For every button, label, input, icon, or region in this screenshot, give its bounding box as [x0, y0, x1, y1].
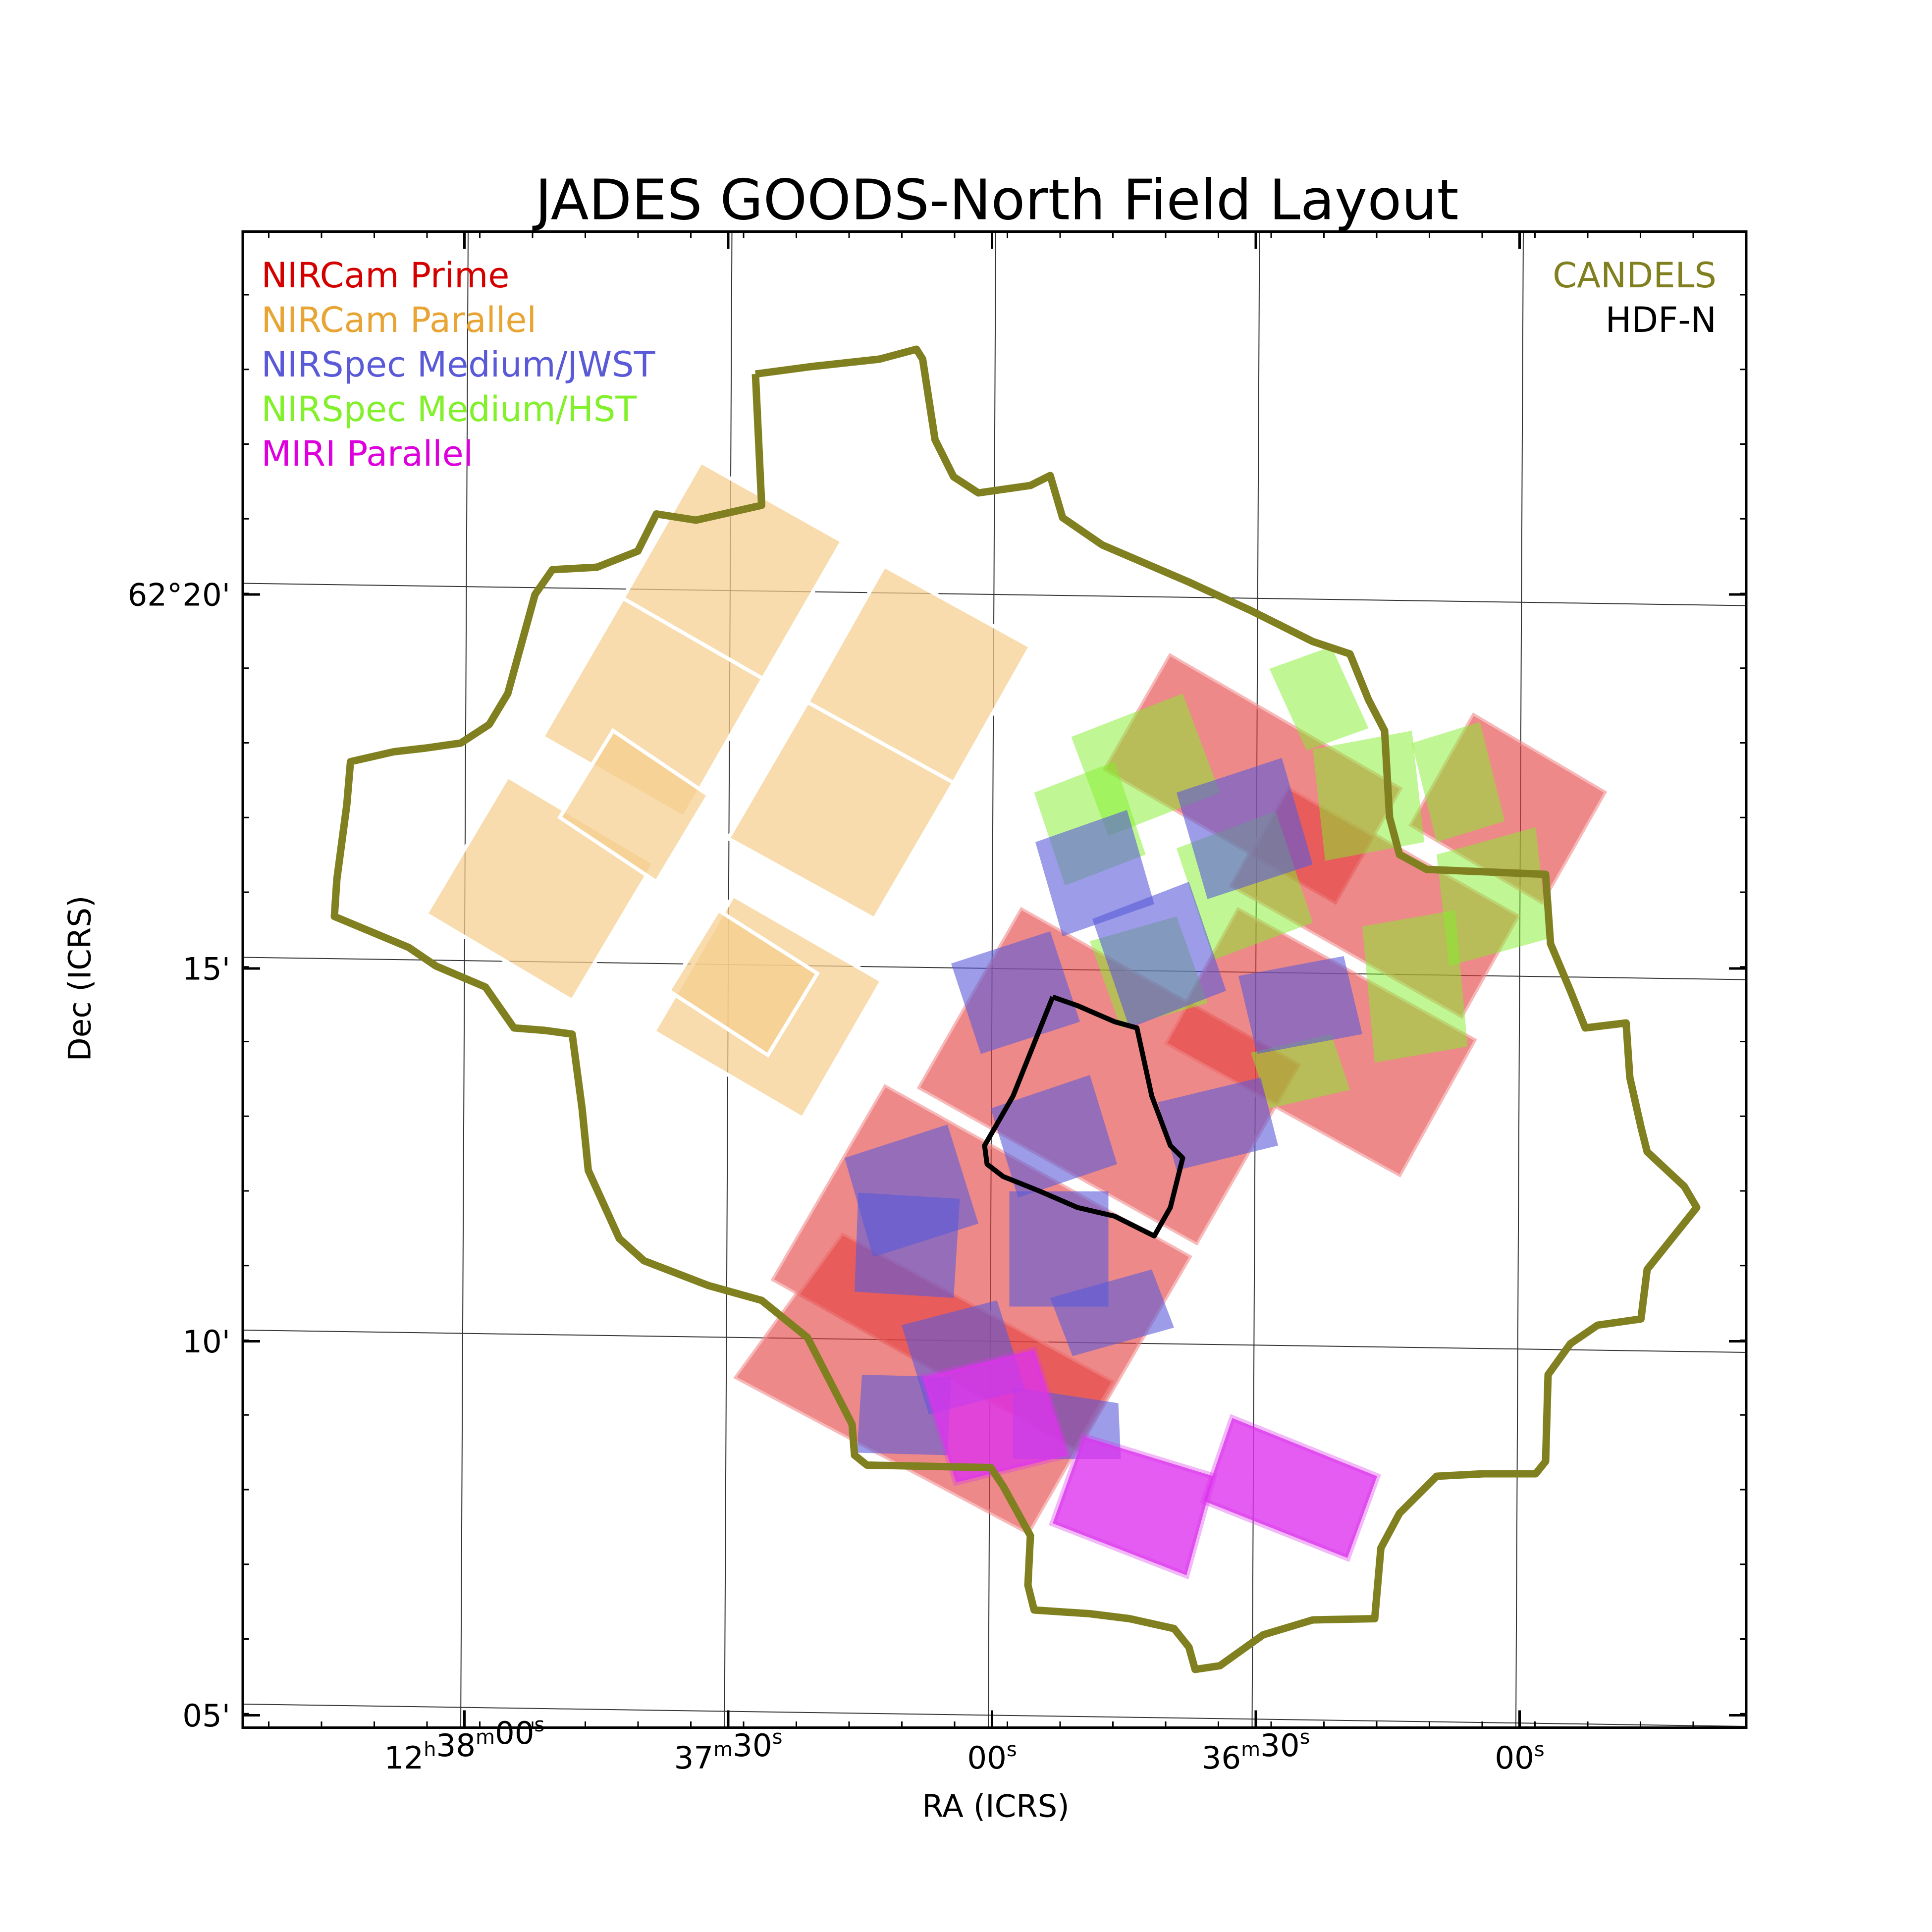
- candels-outline: [330, 345, 1701, 1673]
- grid-line-dec-3: [243, 1704, 1746, 1727]
- nirspec-jwst-footprint: [951, 931, 1080, 1054]
- nircam-parallel-footprint: [557, 728, 711, 885]
- x-tick-label: 37m30s: [674, 1726, 783, 1776]
- y-tick-label: 05': [182, 1698, 230, 1734]
- miri-parallel-footprint: [1049, 1433, 1218, 1580]
- nirspec-hst-footprint: [1412, 722, 1505, 842]
- x-tick-value: 38: [436, 1727, 476, 1764]
- x-tick-unit: s: [1534, 1738, 1545, 1761]
- y-tick-label: 15': [182, 951, 230, 987]
- nirspec-hst-footprint: [1362, 910, 1468, 1063]
- legend-right-entry: HDF-N: [1606, 300, 1717, 340]
- x-tick-unit: s: [772, 1726, 783, 1749]
- legend-left-entry: NIRCam Parallel: [262, 300, 537, 340]
- hdfn-outline: [982, 994, 1185, 1238]
- nirspec-jwst-footprint: [1092, 882, 1226, 1028]
- x-tick-value: 00: [1495, 1740, 1534, 1776]
- nirspec-jwst-footprint: [855, 1192, 960, 1298]
- nirspec-jwst-footprint: [857, 1375, 951, 1455]
- x-tick-value: 30: [733, 1727, 772, 1764]
- nirspec-jwst-footprint: [1238, 956, 1362, 1054]
- x-tick-value: 00: [495, 1715, 535, 1751]
- nirspec-hst-footprint: [1269, 646, 1369, 751]
- legend-left-entry: NIRSpec Medium/JWST: [262, 344, 655, 385]
- nircam-parallel-footprint: [725, 699, 957, 922]
- x-tick-label: 00s: [967, 1738, 1017, 1776]
- nirspec-jwst-footprint: [1177, 758, 1313, 899]
- x-tick-value: 36: [1202, 1740, 1241, 1776]
- x-tick-value: 37: [674, 1740, 714, 1776]
- nirspec-jwst-footprint: [991, 1075, 1117, 1198]
- x-tick-unit: s: [1300, 1726, 1310, 1749]
- x-tick-value: 12: [384, 1740, 424, 1776]
- legend-left-entry: MIRI Parallel: [262, 433, 474, 474]
- legend-right-entry: CANDELS: [1553, 255, 1717, 296]
- x-tick-unit: m: [713, 1738, 733, 1761]
- x-tick-label: 12h38m00s: [384, 1714, 545, 1776]
- legend-left-entry: NIRSpec Medium/HST: [262, 389, 637, 429]
- y-tick-label: 10': [182, 1324, 230, 1360]
- x-tick-unit: h: [424, 1738, 436, 1761]
- grid-line-dec-0: [243, 583, 1746, 606]
- miri-parallel-footprint: [918, 1346, 1072, 1486]
- x-tick-label: 36m30s: [1202, 1726, 1310, 1776]
- nirspec-hst-footprint: [1251, 1034, 1350, 1109]
- chart-title: JADES GOODS-North Field Layout: [532, 168, 1458, 233]
- x-tick-value: 00: [967, 1740, 1007, 1776]
- y-axis-label: Dec (ICRS): [62, 896, 98, 1062]
- plot-frame: [241, 230, 1748, 1729]
- x-tick-unit: m: [1241, 1738, 1260, 1761]
- plot-content: [243, 231, 1746, 1728]
- x-tick-value: 30: [1260, 1727, 1300, 1764]
- nirspec-jwst-footprint: [1158, 1077, 1278, 1171]
- grid-line-ra-4: [1515, 231, 1524, 1728]
- nirspec-jwst-footprint: [1050, 1269, 1174, 1356]
- x-tick-unit: m: [476, 1726, 495, 1749]
- x-tick-label: 00s: [1495, 1738, 1544, 1776]
- nirspec-jwst-footprint: [1035, 810, 1154, 936]
- x-axis-label: RA (ICRS): [922, 1788, 1069, 1825]
- y-tick-label: 62°20': [128, 577, 231, 613]
- nirspec-hst-footprint: [1437, 827, 1548, 966]
- nirspec-jwst-footprint: [1009, 1191, 1109, 1307]
- x-tick-unit: s: [535, 1714, 545, 1736]
- nircam-parallel-footprint: [666, 908, 820, 1058]
- x-tick-unit: s: [1007, 1738, 1017, 1761]
- legend-left-entry: NIRCam Prime: [262, 255, 510, 296]
- miri-parallel-footprint: [1200, 1414, 1381, 1562]
- nirspec-hst-footprint: [1313, 731, 1424, 861]
